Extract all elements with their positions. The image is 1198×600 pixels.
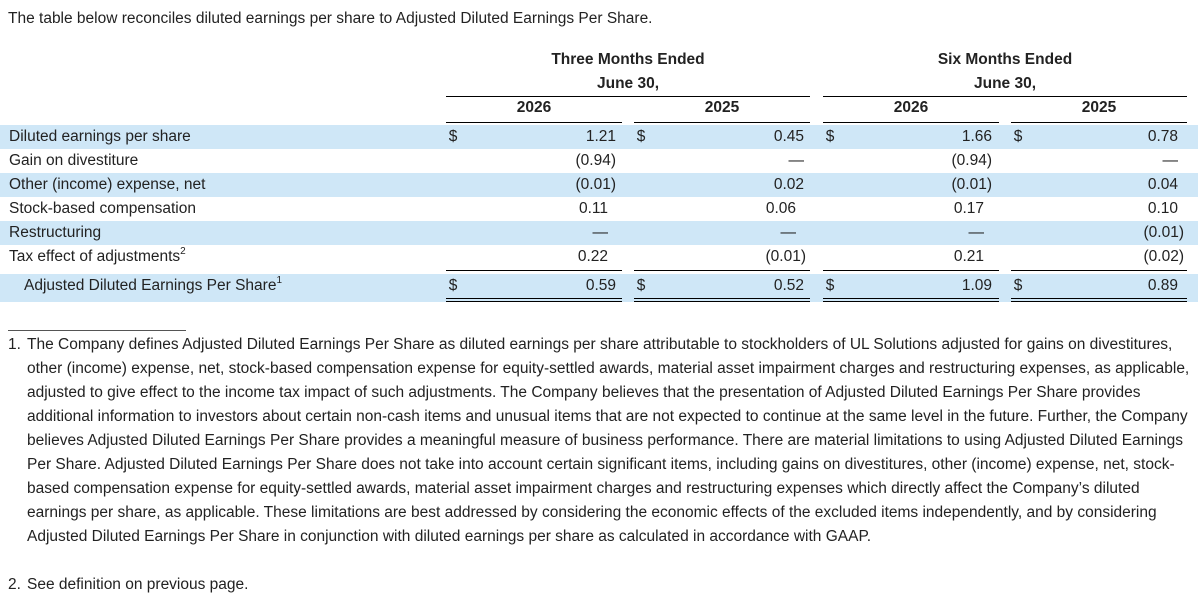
intro-text: The table below reconciles diluted earni… (8, 10, 653, 27)
year-rule (634, 122, 810, 123)
total-double-rule (634, 298, 810, 302)
three-months-line2: June 30, (596, 75, 660, 92)
year-rule (446, 122, 622, 123)
value-cell: (0.01) (575, 176, 617, 193)
value-cell: (0.02) (1143, 248, 1185, 265)
value-cell: — (592, 224, 609, 241)
year-rule (1011, 122, 1187, 123)
row-label: Restructuring (9, 224, 102, 241)
table-row: Restructuring — — — (0.01) (0, 221, 1198, 245)
table-row: Tax effect of adjustments2 0.22 (0.01) 0… (0, 245, 1198, 269)
three-months-line1: Three Months Ended (551, 51, 705, 68)
row-label: Gain on divestiture (9, 152, 139, 169)
value-cell: (0.94) (951, 152, 993, 169)
value-cell: (0.01) (765, 248, 807, 265)
row-label: Tax effect of adjustments2 (9, 245, 186, 266)
footnote-ref: 2 (180, 245, 186, 257)
six-months-line2: June 30, (973, 75, 1037, 92)
value-cell: 0.21 (953, 248, 984, 265)
row-label: Adjusted Diluted Earnings Per Share1 (24, 274, 283, 295)
footnote-divider (8, 330, 186, 331)
currency-symbol: $ (636, 277, 646, 294)
value-cell: 0.17 (953, 200, 984, 217)
value-cell: — (1162, 152, 1179, 169)
footnote: 2. See definition on previous page. (8, 573, 1193, 597)
footnote-number: 1. (8, 336, 21, 353)
value-cell: — (780, 224, 797, 241)
table-row-total: Adjusted Diluted Earnings Per Share1 $ 0… (0, 274, 1198, 302)
value-cell: 0.59 (585, 277, 616, 294)
value-cell: 1.66 (961, 128, 992, 145)
value-cell: 0.04 (1147, 176, 1178, 193)
value-cell: 0.10 (1147, 200, 1178, 217)
footnote-text: See definition on previous page. (27, 576, 249, 593)
footnote-ref: 1 (276, 274, 283, 286)
value-cell: 0.11 (578, 200, 608, 217)
value-cell: 0.78 (1147, 128, 1178, 145)
subtotal-rule (823, 270, 999, 271)
footnote: 1. The Company defines Adjusted Diluted … (8, 333, 1193, 549)
row-label: Stock-based compensation (9, 200, 196, 217)
subtotal-rule (446, 270, 622, 271)
row-label-text: Adjusted Diluted Earnings Per Share (24, 277, 277, 294)
value-cell: — (788, 152, 805, 169)
year-header: 2026 (893, 99, 929, 116)
value-cell: (0.01) (951, 176, 993, 193)
currency-symbol: $ (1013, 277, 1023, 294)
value-cell: 0.45 (773, 128, 804, 145)
currency-symbol: $ (448, 128, 458, 145)
total-double-rule (823, 298, 999, 302)
currency-symbol: $ (636, 128, 646, 145)
row-label-text: Tax effect of adjustments (9, 248, 181, 265)
currency-symbol: $ (825, 128, 835, 145)
table-row: Stock-based compensation 0.11 0.06 0.17 … (0, 197, 1198, 221)
value-cell: 0.52 (773, 277, 804, 294)
total-double-rule (446, 298, 622, 302)
footnote-number: 2. (8, 576, 21, 593)
value-cell: 0.02 (773, 176, 804, 193)
year-rule (823, 122, 999, 123)
six-months-header: Six Months Ended June 30, (823, 48, 1187, 96)
footnote-text: The Company defines Adjusted Diluted Ear… (27, 336, 1190, 545)
three-months-rule (446, 96, 810, 97)
value-cell: (0.94) (575, 152, 617, 169)
row-label: Diluted earnings per share (9, 128, 191, 145)
currency-symbol: $ (448, 277, 458, 294)
value-cell: 0.89 (1147, 277, 1178, 294)
total-double-rule (1011, 298, 1187, 302)
value-cell: 1.09 (961, 277, 992, 294)
value-cell: 1.21 (585, 128, 616, 145)
value-cell: 0.22 (577, 248, 608, 265)
subtotal-rule (1011, 270, 1187, 271)
value-cell: (0.01) (1143, 224, 1185, 241)
currency-symbol: $ (825, 277, 835, 294)
table-row: Other (income) expense, net (0.01) 0.02 … (0, 173, 1198, 197)
year-header: 2025 (1081, 99, 1117, 116)
six-months-line1: Six Months Ended (937, 51, 1073, 68)
value-cell: 0.06 (765, 200, 796, 217)
three-months-header: Three Months Ended June 30, (446, 48, 810, 96)
value-cell: — (968, 224, 985, 241)
year-header: 2025 (704, 99, 740, 116)
table-row: Diluted earnings per share $ 1.21 $ 0.45… (0, 125, 1198, 149)
row-label: Other (income) expense, net (9, 176, 206, 193)
year-header: 2026 (516, 99, 552, 116)
subtotal-rule (634, 270, 810, 271)
table-row: Gain on divestiture (0.94) — (0.94) — (0, 149, 1198, 173)
currency-symbol: $ (1013, 128, 1023, 145)
six-months-rule (823, 96, 1187, 97)
